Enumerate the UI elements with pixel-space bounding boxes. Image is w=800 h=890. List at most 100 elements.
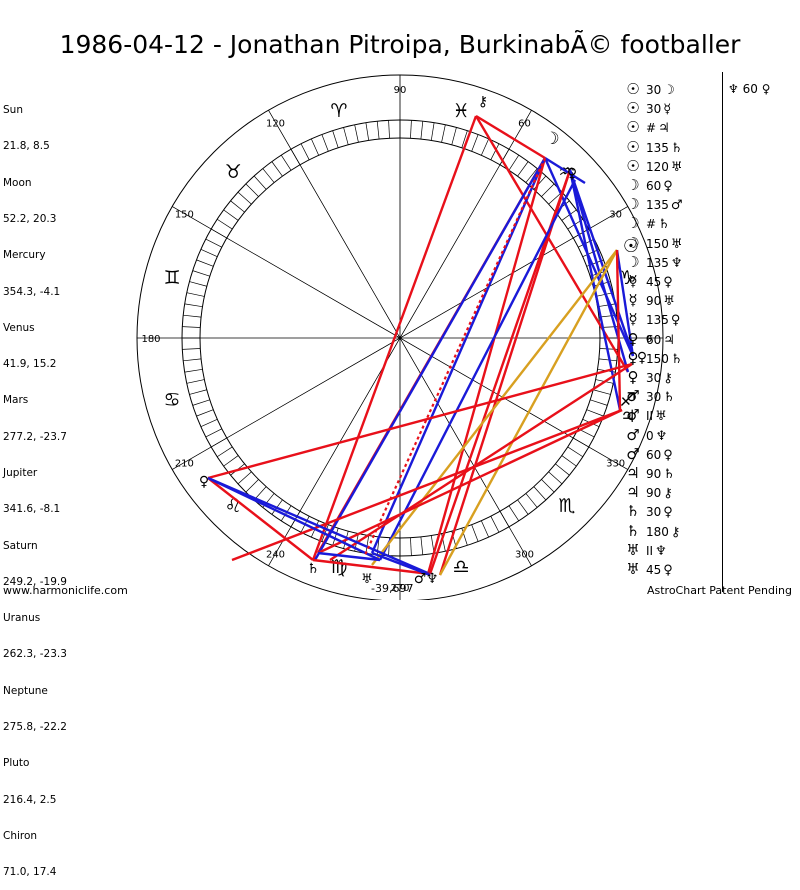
degree-tick bbox=[430, 122, 435, 141]
degree-label: 330 bbox=[606, 459, 625, 470]
degree-tick bbox=[490, 143, 500, 160]
degree-tick bbox=[271, 161, 283, 177]
degree-tick bbox=[517, 499, 529, 515]
planet-coords: 341.6, -8.1 bbox=[3, 503, 61, 516]
degree-tick bbox=[365, 535, 370, 554]
degree-tick bbox=[441, 124, 446, 143]
degree-tick bbox=[567, 446, 584, 458]
zodiac-sign-glyph: ♑ bbox=[619, 267, 636, 289]
planet-name: Saturn bbox=[3, 539, 38, 552]
aspect-angle: 30 bbox=[646, 371, 662, 385]
aspect-row: ☉ # ♃ bbox=[622, 118, 669, 137]
aspect-planet-glyph: ♆ bbox=[655, 543, 667, 559]
aspect-angle: 45 bbox=[646, 275, 662, 289]
aspect-planet-glyph: ♀ bbox=[663, 275, 673, 290]
saturn-glyph: ♄ bbox=[307, 561, 320, 577]
aspect-angle: 45 bbox=[646, 563, 662, 577]
aspect-planet-glyph: ♆ bbox=[655, 428, 668, 444]
planet-name: Pluto bbox=[3, 757, 30, 770]
aspect-row: ☿ 135 ♀ bbox=[622, 310, 680, 328]
aspect-row: ☽ 135 ♆ bbox=[622, 252, 683, 271]
degree-tick bbox=[561, 209, 577, 221]
aspect-planet-glyph: ♄ bbox=[626, 502, 640, 521]
aspect-planet-glyph: ☽ bbox=[626, 252, 640, 271]
aspect-planet-glyph: ☽ bbox=[626, 176, 640, 194]
neptune-glyph: ♆ bbox=[426, 571, 439, 587]
aspect-planet-glyph: ♆ bbox=[670, 255, 683, 271]
aspect-line bbox=[378, 179, 577, 561]
moon-glyph: ☽ bbox=[544, 129, 559, 149]
chiron-glyph: ⚷ bbox=[478, 94, 488, 110]
aspect-planet-glyph: ♀ bbox=[627, 368, 639, 386]
degree-tick bbox=[343, 127, 349, 145]
aspect-row: ♀ 150 ♄ bbox=[622, 349, 683, 367]
degree-tick bbox=[354, 124, 359, 143]
degree-tick bbox=[598, 358, 617, 362]
aspect-planet-glyph: ☉ bbox=[626, 99, 640, 118]
degree-label: 180 bbox=[141, 334, 160, 345]
aspect-planet-glyph: ♀ bbox=[663, 179, 673, 194]
planet-coords: 249.2, -19.9 bbox=[3, 575, 67, 588]
aspect-line bbox=[329, 362, 633, 562]
zodiac-sign-glyph: ♋ bbox=[164, 389, 181, 411]
aspect-angle: 120 bbox=[646, 159, 669, 174]
aspect-row: ♄ 180 ⚷ bbox=[622, 522, 680, 540]
planet-name: Venus bbox=[3, 321, 35, 334]
aspect-planet-glyph: ☉ bbox=[626, 118, 640, 137]
aspect-angle: 90 bbox=[646, 467, 662, 481]
degree-tick bbox=[253, 175, 267, 190]
degree-tick bbox=[186, 292, 205, 297]
degree-tick bbox=[420, 536, 424, 555]
aspect-line bbox=[207, 362, 633, 480]
aspect-planet-glyph: ♂ bbox=[670, 198, 683, 214]
degree-tick bbox=[548, 471, 563, 485]
degree-tick bbox=[183, 358, 202, 362]
degree-tick bbox=[517, 161, 529, 177]
degree-tick bbox=[189, 281, 207, 287]
aspect-row: ☉ 135 ♄ bbox=[622, 138, 682, 156]
degree-tick bbox=[182, 348, 201, 350]
aspect-angle: II bbox=[646, 409, 654, 424]
aspect-row: ♅ 45 ♀ bbox=[622, 560, 673, 578]
aspect-planet-glyph: ♆ bbox=[728, 82, 739, 96]
degree-label: 240 bbox=[266, 550, 285, 561]
planet-name: Moon bbox=[3, 176, 32, 189]
aspect-line bbox=[207, 476, 431, 576]
aspect-angle: 150 bbox=[646, 351, 669, 366]
aspect-angle: 180 bbox=[646, 524, 669, 539]
degree-tick bbox=[376, 121, 380, 140]
degree-tick bbox=[410, 120, 412, 139]
aspect-planet-glyph: ♀ bbox=[627, 329, 639, 348]
aspect-line bbox=[615, 249, 622, 411]
zodiac-sign-glyph: ♊ bbox=[164, 267, 181, 289]
degree-tick bbox=[200, 249, 218, 257]
aspect-planet-glyph: ♂ bbox=[626, 406, 640, 425]
mars-glyph: ♂ bbox=[414, 571, 427, 587]
aspect-line bbox=[615, 249, 635, 357]
degree-tick bbox=[508, 154, 520, 171]
aspect-angle: # bbox=[646, 121, 657, 136]
aspect-planet-glyph: ☿ bbox=[628, 310, 638, 329]
pluto-glyph: ♀ bbox=[637, 350, 647, 366]
aspect-planet-glyph: ☿ bbox=[628, 272, 638, 290]
aspect-line bbox=[371, 249, 618, 566]
planet-name: Uranus bbox=[3, 612, 41, 625]
aspect-row: ♂ II ♅ bbox=[622, 406, 666, 425]
planet-name: Jupiter bbox=[3, 467, 38, 479]
aspect-planet-glyph: ♀ bbox=[670, 313, 681, 329]
degree-tick bbox=[388, 120, 390, 139]
aspect-angle: 90 bbox=[646, 486, 662, 501]
degree-tick bbox=[245, 479, 259, 493]
aspect-planet-glyph: ⚷ bbox=[663, 486, 673, 502]
patent-note: AstroChart Patent Pending bbox=[646, 584, 792, 597]
aspect-line bbox=[317, 551, 381, 562]
aspect-line bbox=[426, 157, 547, 575]
degree-tick bbox=[555, 463, 570, 476]
aspect-line bbox=[371, 551, 431, 577]
degree-tick bbox=[365, 122, 370, 141]
aspect-angle: 0 bbox=[646, 428, 654, 443]
aspect-line bbox=[544, 156, 586, 185]
aspect-angle: 60 bbox=[646, 179, 662, 193]
aspect-line bbox=[207, 477, 314, 561]
